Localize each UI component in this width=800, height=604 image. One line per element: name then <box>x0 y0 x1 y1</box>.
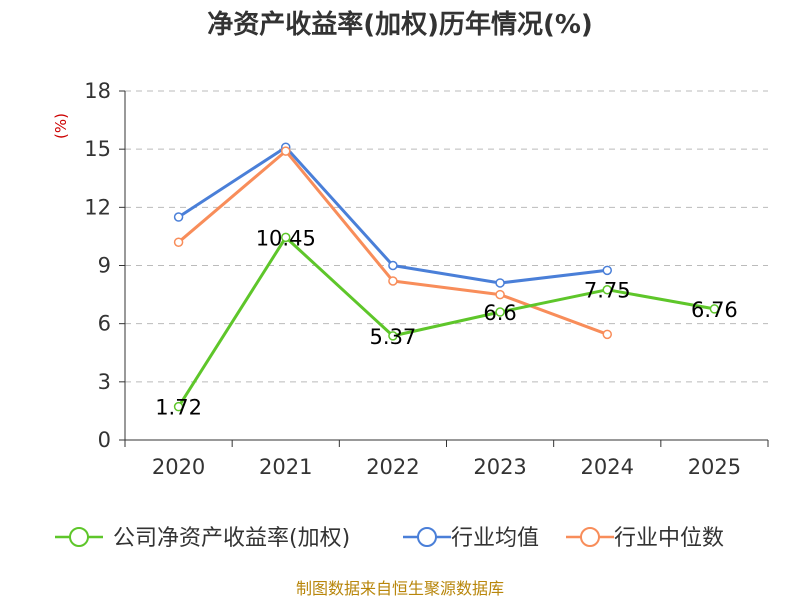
x-tick-label: 2022 <box>366 455 419 479</box>
data-label: 6.76 <box>691 298 738 322</box>
y-tick-label: 12 <box>84 195 111 219</box>
legend: 公司净资产收益率(加权) 行业均值 行业中位数 <box>55 526 724 551</box>
data-point <box>388 276 398 286</box>
legend-swatch-marker <box>580 527 600 547</box>
data-point <box>602 329 612 340</box>
y-tick-label: 6 <box>98 312 111 336</box>
data-label: 10.45 <box>256 226 316 250</box>
data-point <box>495 278 505 288</box>
data-label: 1.72 <box>155 396 202 420</box>
y-tick-label: 9 <box>98 254 111 278</box>
legend-swatch-marker <box>417 527 437 547</box>
legend-label: 行业中位数 <box>614 526 724 551</box>
x-tick-label: 2020 <box>152 455 205 479</box>
data-point <box>388 260 398 271</box>
data-point <box>602 284 612 295</box>
data-point <box>173 401 184 412</box>
data-point <box>281 146 291 156</box>
y-tick-label: 15 <box>84 137 111 161</box>
data-label: 5.37 <box>370 325 417 349</box>
legend-label: 行业均值 <box>451 526 539 551</box>
y-axis-unit-label: (%) <box>52 113 70 139</box>
legend-label: 公司净资产收益率(加权) <box>113 526 350 551</box>
chart-title: 净资产收益率(加权)历年情况(%) <box>207 9 593 40</box>
data-labels: 1.72 10.45 5.37 6.6 7.75 6.76 <box>155 226 738 419</box>
data-point <box>602 265 612 276</box>
data-label: 6.6 <box>483 301 516 325</box>
axes: 0 3 6 9 12 15 18 2020 2021 2022 2023 2024 2025 <box>84 79 769 479</box>
data-point <box>495 307 505 317</box>
x-tick-label: 2024 <box>581 455 634 479</box>
x-tick-label: 2023 <box>473 455 526 479</box>
data-point <box>388 331 398 341</box>
data-label: 7.75 <box>584 279 631 303</box>
y-tick-label: 3 <box>98 370 111 394</box>
y-tick-label: 18 <box>84 79 111 103</box>
legend-swatch-marker <box>69 527 89 547</box>
source-footer: 制图数据来自恒生聚源数据库 <box>296 579 504 598</box>
series-lines <box>173 142 720 412</box>
data-point <box>173 237 184 247</box>
x-tick-label: 2025 <box>688 455 741 479</box>
series-line <box>177 235 715 408</box>
y-tick-label: 0 <box>98 428 111 452</box>
data-point <box>709 304 720 314</box>
data-point <box>173 212 184 222</box>
data-point <box>495 289 505 300</box>
data-point <box>281 232 291 243</box>
x-tick-label: 2021 <box>259 455 312 479</box>
